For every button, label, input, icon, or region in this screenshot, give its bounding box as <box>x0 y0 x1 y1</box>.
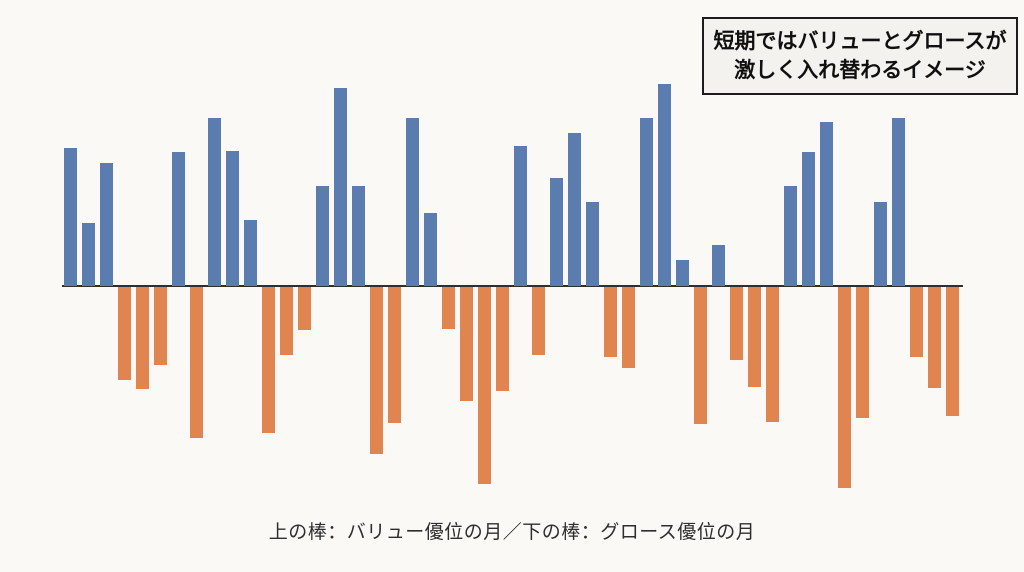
growth-dominant-bar <box>298 287 311 330</box>
growth-dominant-bar <box>460 287 473 401</box>
growth-dominant-bar <box>154 287 167 365</box>
growth-dominant-bar <box>190 287 203 438</box>
value-dominant-bar <box>892 118 905 286</box>
growth-dominant-bar <box>748 287 761 387</box>
value-dominant-bar <box>640 118 653 286</box>
growth-dominant-bar <box>694 287 707 424</box>
growth-dominant-bar <box>370 287 383 454</box>
value-dominant-bar <box>226 151 239 286</box>
value-dominant-bar <box>586 202 599 286</box>
growth-dominant-bar <box>478 287 491 484</box>
value-dominant-bar <box>712 245 725 286</box>
value-dominant-bar <box>424 213 437 286</box>
growth-dominant-bar <box>262 287 275 433</box>
growth-dominant-bar <box>730 287 743 360</box>
value-dominant-bar <box>244 220 257 286</box>
value-dominant-bar <box>658 84 671 286</box>
value-dominant-bar <box>316 186 329 286</box>
growth-dominant-bar <box>280 287 293 355</box>
annotation-box: 短期ではバリューとグロースが 激しく入れ替わるイメージ <box>702 17 1018 95</box>
value-dominant-bar <box>64 148 77 286</box>
value-dominant-bar <box>802 152 815 286</box>
growth-dominant-bar <box>496 287 509 391</box>
growth-dominant-bar <box>946 287 959 416</box>
value-dominant-bar <box>352 186 365 286</box>
growth-dominant-bar <box>388 287 401 423</box>
value-dominant-bar <box>172 152 185 286</box>
growth-dominant-bar <box>928 287 941 388</box>
value-dominant-bar <box>100 163 113 286</box>
annotation-line-1: 短期ではバリューとグロースが <box>713 30 1007 53</box>
growth-dominant-bar <box>622 287 635 368</box>
growth-dominant-bar <box>766 287 779 422</box>
baseline-axis <box>62 285 963 287</box>
growth-dominant-bar <box>442 287 455 329</box>
value-dominant-bar <box>208 118 221 286</box>
value-dominant-bar <box>550 178 563 286</box>
growth-dominant-bar <box>532 287 545 355</box>
value-dominant-bar <box>784 186 797 286</box>
value-dominant-bar <box>334 88 347 286</box>
growth-dominant-bar <box>118 287 131 380</box>
chart-caption: 上の棒：バリュー優位の月／下の棒：グロース優位の月 <box>268 522 756 543</box>
growth-dominant-bar <box>604 287 617 357</box>
annotation-line-2: 激しく入れ替わるイメージ <box>734 59 986 82</box>
growth-dominant-bar <box>910 287 923 357</box>
value-dominant-bar <box>568 133 581 286</box>
growth-dominant-bar <box>838 287 851 488</box>
value-dominant-bar <box>676 260 689 286</box>
value-dominant-bar <box>82 223 95 286</box>
growth-dominant-bar <box>856 287 869 418</box>
value-dominant-bar <box>820 122 833 286</box>
value-dominant-bar <box>514 146 527 286</box>
value-dominant-bar <box>874 202 887 286</box>
value-dominant-bar <box>406 118 419 286</box>
growth-dominant-bar <box>136 287 149 389</box>
